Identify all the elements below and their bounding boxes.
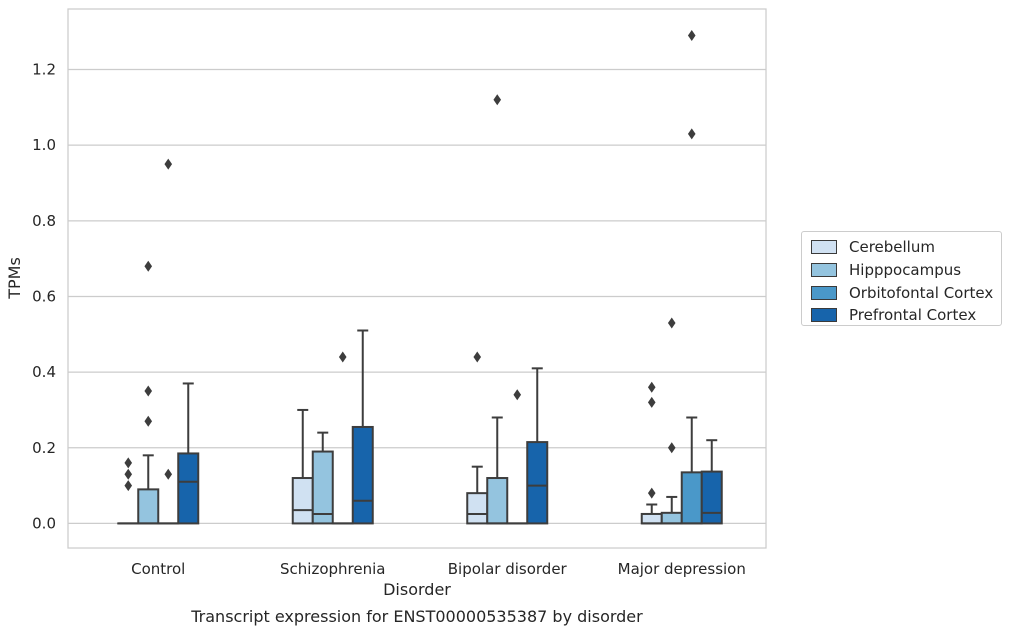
box-orbitofontal-cortex: [331, 351, 354, 525]
x-axis-label: Disorder: [383, 580, 451, 599]
y-tick-label: 0.6: [32, 287, 56, 305]
outlier-point: [687, 29, 696, 41]
box-hipppocampus: [137, 260, 160, 525]
box-prefrontal-cortex: [351, 329, 374, 525]
box: [700, 470, 723, 525]
outlier-point: [647, 396, 656, 408]
box: [177, 452, 200, 525]
legend-label: Prefrontal Cortex: [849, 306, 977, 325]
outlier-point: [124, 457, 133, 469]
box: [486, 477, 509, 525]
outlier-point: [667, 442, 676, 454]
box-orbitofontal-cortex: [157, 158, 180, 525]
box-cerebellum: [640, 381, 663, 525]
box-prefrontal-cortex: [177, 382, 200, 525]
box-hipppocampus: [660, 317, 683, 525]
y-axis-label: TPMs: [5, 257, 24, 300]
box: [466, 492, 489, 525]
x-tick-label: Major depression: [618, 560, 746, 578]
outlier-point: [493, 94, 502, 106]
outlier-point: [124, 480, 133, 492]
outlier-point: [124, 468, 133, 480]
legend-item: Hipppocampus: [811, 259, 1001, 282]
legend-label: Hipppocampus: [849, 261, 962, 280]
box-orbitofontal-cortex: [680, 29, 703, 525]
x-tick-label: Bipolar disorder: [448, 560, 568, 578]
y-tick-label: 1.2: [32, 61, 56, 79]
chart-title: Transcript expression for ENST0000053538…: [190, 607, 643, 626]
legend-label: Cerebellum: [849, 238, 935, 257]
x-tick-label: Schizophrenia: [280, 560, 385, 578]
y-tick-label: 1.0: [32, 136, 56, 154]
legend-item: Orbitofontal Cortex: [811, 281, 1001, 304]
box: [640, 512, 663, 525]
box: [660, 511, 683, 525]
box-hipppocampus: [311, 431, 334, 525]
box-prefrontal-cortex: [700, 439, 723, 525]
box: [680, 471, 703, 525]
box-cerebellum: [117, 457, 140, 525]
y-tick-label: 0.8: [32, 212, 56, 230]
outlier-point: [647, 381, 656, 393]
box-orbitofontal-cortex: [506, 389, 529, 525]
legend-swatch: [811, 308, 837, 323]
outlier-point: [473, 351, 482, 363]
outlier-point: [647, 487, 656, 499]
legend-swatch: [811, 263, 837, 278]
outlier-point: [667, 317, 676, 329]
x-tick-labels: Control Schizophrenia Bipolar disorder Majo…: [131, 560, 746, 578]
box: [351, 425, 374, 525]
box: [291, 477, 314, 525]
box: [526, 441, 549, 525]
legend-item: Prefrontal Cortex: [811, 304, 1001, 327]
outlier-point: [144, 415, 153, 427]
box-hipppocampus: [486, 94, 509, 525]
y-tick-labels: 0.0 0.2 0.4 0.6 0.8 1.0 1.2: [32, 61, 56, 533]
box-groups: [117, 29, 723, 525]
legend-swatch: [811, 285, 837, 300]
legend: Cerebellum Hipppocampus Orbitofontal Corte…: [801, 231, 1002, 326]
box-cerebellum: [291, 408, 314, 525]
outlier-point: [687, 128, 696, 140]
plot-area-frame: [67, 8, 767, 549]
box-prefrontal-cortex: [526, 367, 549, 525]
legend-item: Cerebellum: [811, 236, 1001, 259]
outlier-point: [164, 468, 173, 480]
legend-label: Orbitofontal Cortex: [849, 283, 994, 302]
outlier-point: [338, 351, 347, 363]
outlier-point: [164, 158, 173, 170]
box-cerebellum: [466, 351, 489, 525]
legend-swatch: [811, 240, 837, 255]
box: [137, 488, 160, 525]
y-tick-label: 0.2: [32, 439, 56, 457]
outlier-point: [513, 389, 522, 401]
outlier-point: [144, 260, 153, 272]
outlier-point: [144, 385, 153, 397]
y-tick-label: 0.0: [32, 514, 56, 532]
box: [311, 450, 334, 525]
x-tick-label: Control: [131, 560, 185, 578]
grid-lines: [68, 68, 766, 525]
y-tick-label: 0.4: [32, 363, 56, 381]
